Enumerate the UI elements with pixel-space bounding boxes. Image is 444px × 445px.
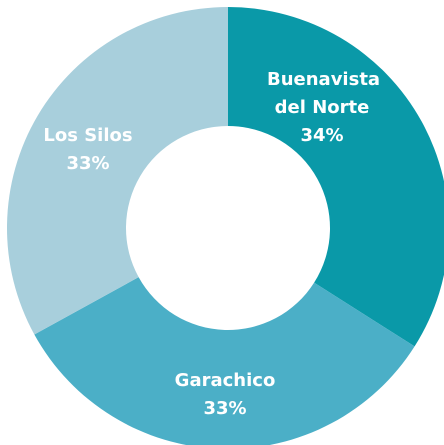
value-label: 33% bbox=[203, 398, 247, 419]
slice-label: Los Silos 33% bbox=[0, 122, 188, 178]
slice-label: Buenavista del Norte 34% bbox=[267, 66, 381, 150]
value-label: 33% bbox=[66, 153, 110, 174]
slice-label: Garachico 33% bbox=[125, 367, 325, 423]
donut-slice bbox=[228, 7, 444, 347]
donut-slice bbox=[34, 277, 415, 445]
donut-slice bbox=[6, 7, 229, 335]
category-name: Buenavista del Norte bbox=[267, 69, 381, 118]
category-name: Garachico bbox=[174, 370, 276, 391]
value-label: 34% bbox=[300, 125, 344, 146]
category-name: Los Silos bbox=[43, 125, 133, 146]
